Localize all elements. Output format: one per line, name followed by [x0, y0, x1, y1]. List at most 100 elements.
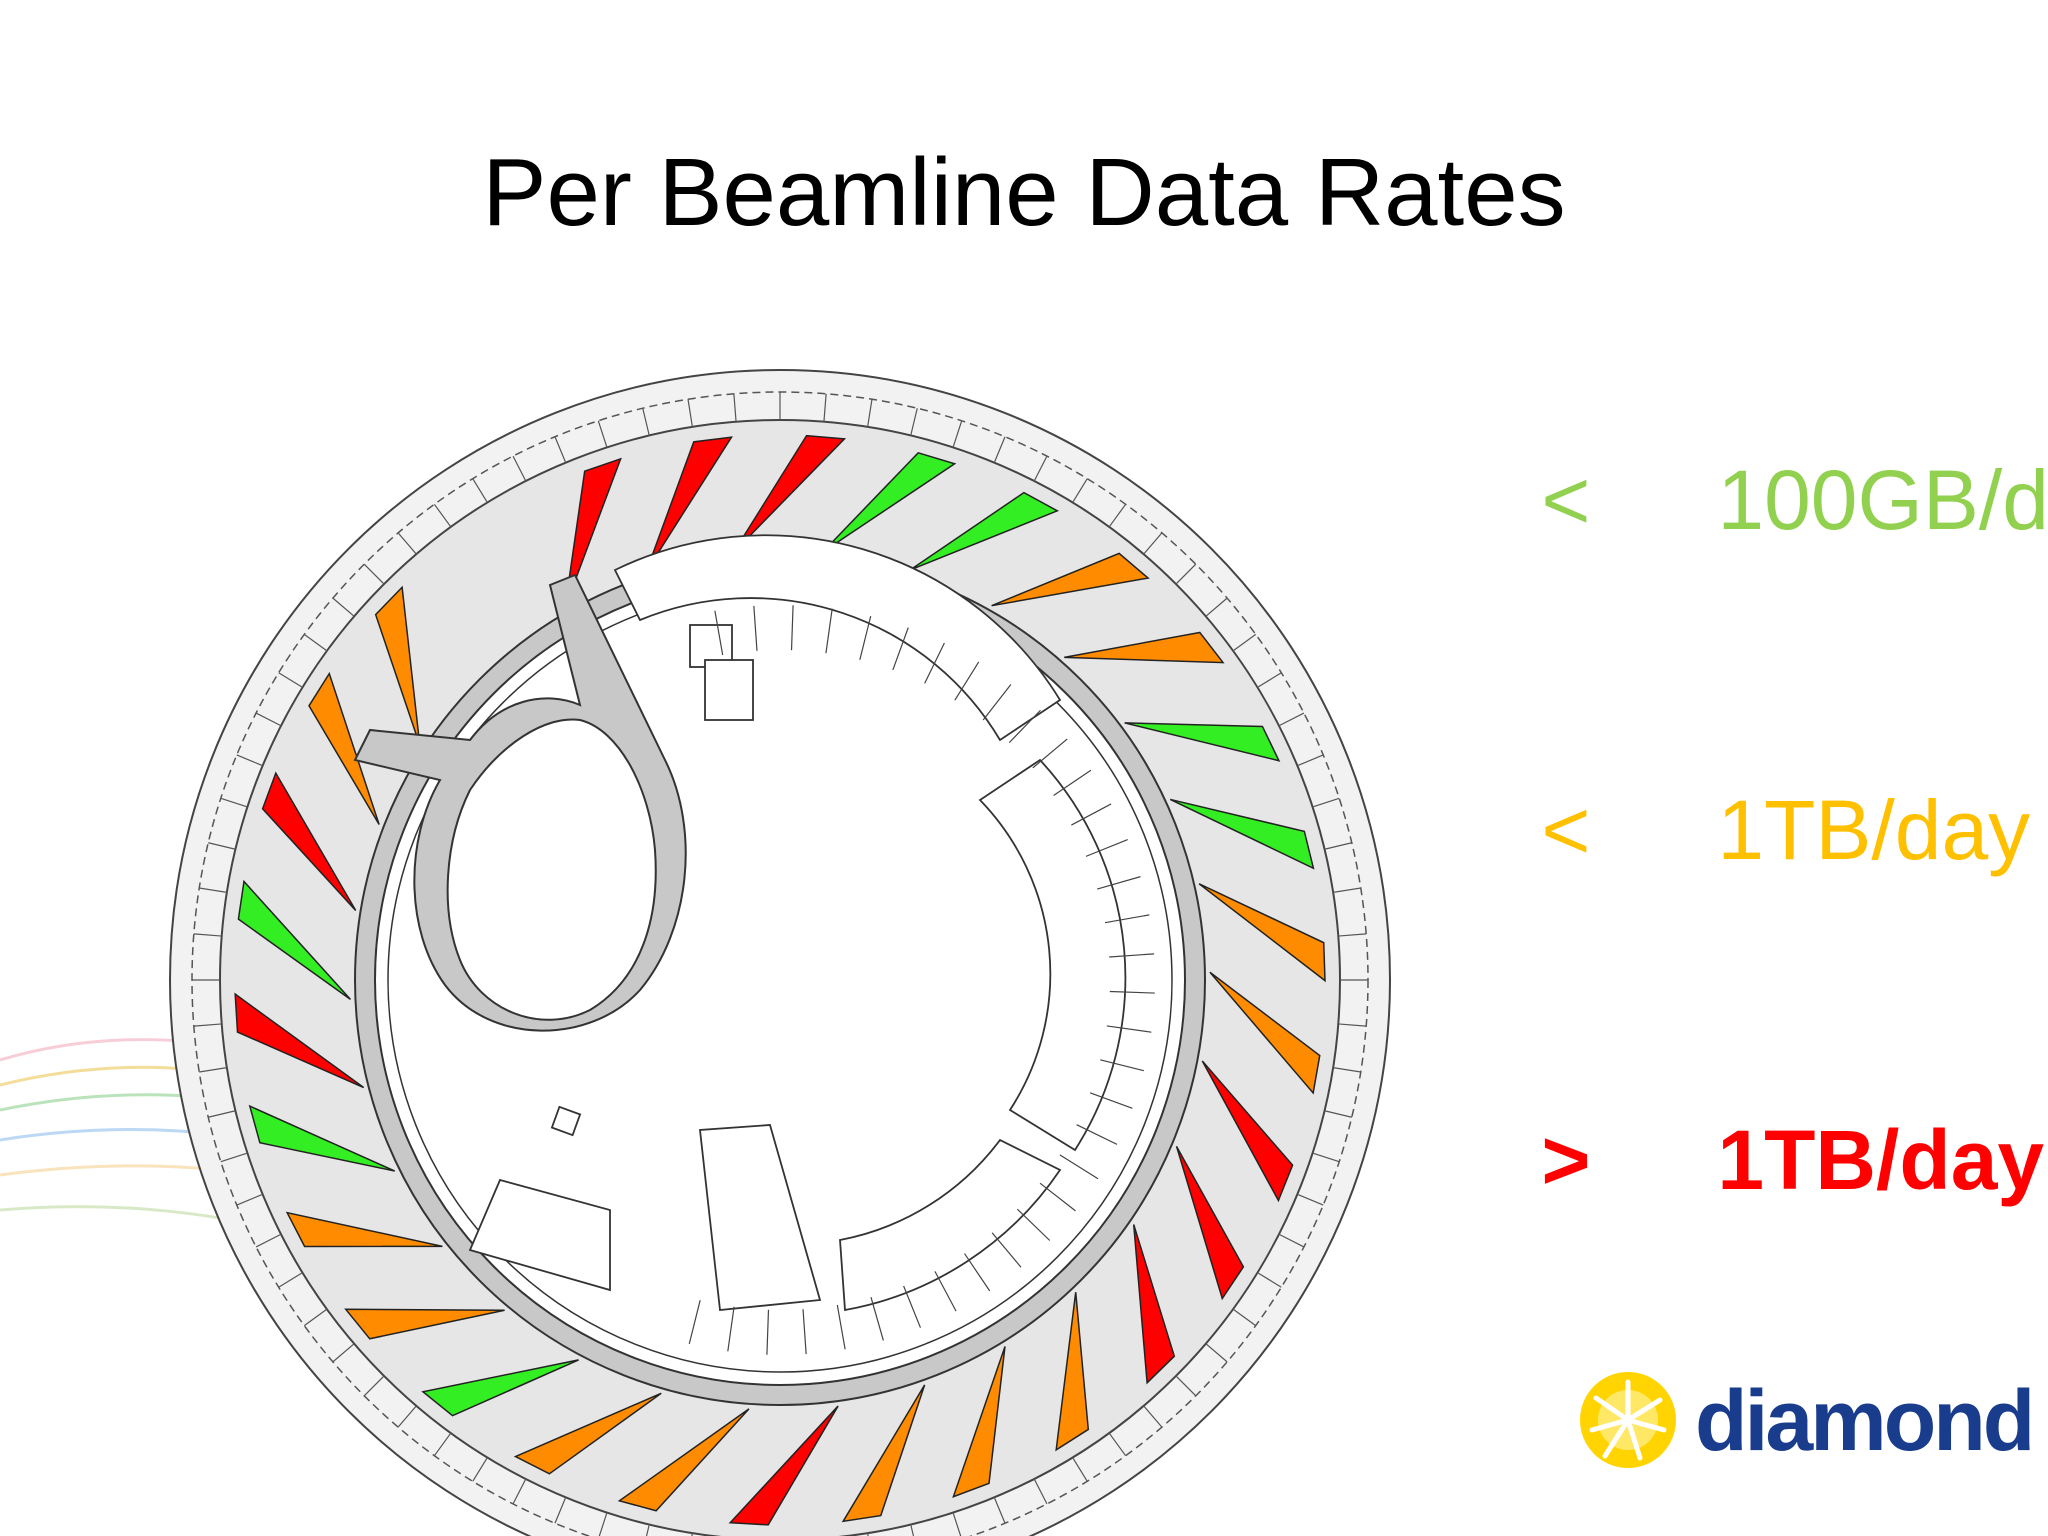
inner-segment [1109, 990, 1155, 994]
wall-segment [1205, 597, 1228, 617]
wall-segment [278, 1272, 303, 1288]
wall-segment [910, 408, 918, 436]
wall-segment [1072, 478, 1088, 503]
wall-segment [199, 887, 227, 893]
legend-label: 1TB/day [1717, 1113, 2045, 1207]
wall-segment [645, 1524, 650, 1536]
page-title: Per Beamline Data Rates [482, 139, 1566, 246]
beamline-high [645, 436, 734, 572]
beamline-high [1201, 1060, 1294, 1203]
wall-segment [1072, 1457, 1088, 1482]
legend-label: 1TB/day [1717, 783, 2031, 877]
wall-segment [332, 597, 355, 617]
beamline-medium [374, 585, 421, 746]
wall-segment [733, 393, 737, 422]
wall-segment [1278, 712, 1305, 727]
wall-segment [1033, 1478, 1048, 1505]
wall-segment [1175, 563, 1197, 585]
beamline-high [234, 992, 365, 1089]
wall-segment [642, 408, 650, 436]
inner-segment [1032, 738, 1068, 769]
wall-segment [199, 1067, 227, 1073]
wall-segment [554, 1497, 567, 1524]
booster-ring [353, 573, 687, 1032]
inner-segment [892, 627, 909, 671]
legend-row-high: >1TB/day [1448, 995, 2048, 1325]
beamline-low [248, 1104, 396, 1172]
wall-segment [472, 1457, 488, 1482]
wall-segment [433, 503, 452, 528]
beamline-medium [841, 1384, 926, 1523]
inner-segment [727, 1306, 735, 1352]
wall-segment [1312, 797, 1340, 808]
beamline-low [1169, 798, 1315, 870]
beamline-low [421, 1359, 579, 1417]
wall-segment [220, 797, 248, 808]
beamline-low [1124, 722, 1281, 762]
inner-segment [688, 1300, 701, 1345]
wall-segment [993, 436, 1006, 463]
diamond-logo: diamond [1570, 1360, 2035, 1480]
logo-text: diamond [1695, 1373, 2035, 1469]
wall-segment [1033, 455, 1048, 482]
inner-segment [859, 615, 872, 660]
inner-segment [766, 1309, 770, 1355]
outer-wall-segments [192, 392, 1368, 1536]
wall-segment [598, 1512, 608, 1536]
beamline-medium [1055, 1292, 1090, 1452]
wall-segment [236, 754, 263, 767]
wall-segment [236, 1193, 263, 1206]
inner-segment [964, 1253, 991, 1292]
wall-segment [1333, 887, 1361, 893]
inner-segment [1016, 1208, 1051, 1241]
inner-segment [954, 661, 980, 701]
wall-segment [1175, 1375, 1197, 1397]
legend-symbol: < [1541, 453, 1591, 547]
wall-segment [278, 672, 303, 688]
beamline-medium [952, 1346, 1006, 1498]
sunburst-icon [1580, 1372, 1676, 1468]
wall-segment [1338, 933, 1367, 937]
wall-segment [687, 399, 693, 427]
legend-symbol: < [1541, 783, 1591, 877]
wall-segment [433, 1432, 452, 1457]
inner-segment [1071, 803, 1112, 826]
wall-segment [303, 633, 328, 652]
inner-segment [1059, 1154, 1099, 1180]
wall-segment [1338, 1023, 1367, 1027]
wall-segment [208, 842, 236, 850]
beamline-medium [991, 552, 1150, 607]
wall-segment [823, 393, 827, 422]
wall-segment [512, 1478, 527, 1505]
inner-segment [836, 1304, 846, 1350]
inner-buildings [468, 534, 1127, 1312]
wall-segment [1108, 503, 1127, 528]
inner-segment [753, 605, 758, 651]
inner-segment [870, 1297, 884, 1341]
wall-segment [554, 436, 567, 463]
wall-segment [1143, 1405, 1163, 1428]
beamline-high [261, 771, 357, 911]
legend-row-low: <100GB/day [1448, 335, 2048, 665]
wall-segment [363, 1375, 385, 1397]
inner-segment [1085, 838, 1128, 857]
wall-segment [1312, 1152, 1340, 1163]
legend-symbol: > [1541, 1113, 1591, 1207]
beamline-high [1175, 1145, 1245, 1301]
beamline-high [1132, 1224, 1176, 1385]
legend-label: 100GB/day [1717, 453, 2048, 547]
beamline-high [728, 1405, 839, 1526]
inner-wall-segments [688, 605, 1155, 1355]
inner-segment [924, 642, 945, 684]
wall-segment [952, 420, 963, 448]
wall-segment [332, 1343, 355, 1363]
beamline-medium [617, 1408, 750, 1512]
wall-segment [512, 455, 527, 482]
beamline-medium [344, 1308, 505, 1340]
wall-segment [1324, 842, 1352, 850]
wall-segment [1297, 754, 1324, 767]
wall-segment [910, 1524, 915, 1536]
wall-segment [255, 1233, 282, 1248]
beamline-medium [1064, 631, 1225, 664]
